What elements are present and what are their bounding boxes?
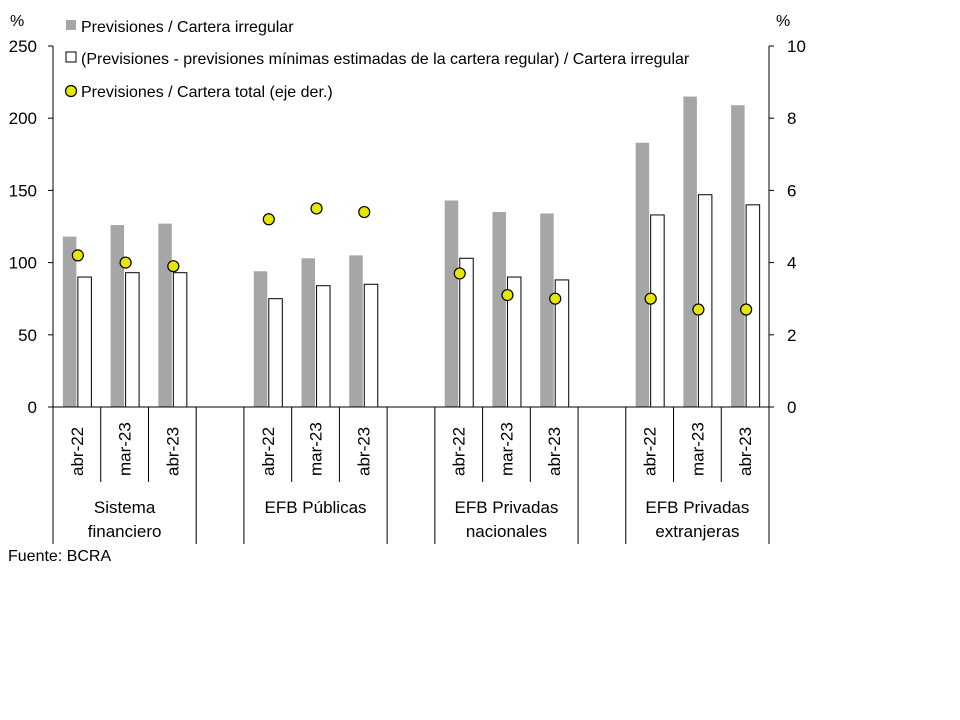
source-note: Fuente: BCRA [8,548,112,565]
left-axis-tick-label: 0 [28,398,37,417]
group-label: EFB Privadas nacionales [454,498,558,541]
dot-previsiones-cartera-total [453,267,466,280]
bar-previsiones-cartera-irregular [492,212,506,407]
bar-previsiones-netas-cartera-irregular [650,214,665,408]
dot-previsiones-cartera-total [644,292,657,305]
legend-marker-bar [65,51,77,63]
dot-previsiones-cartera-total [167,260,180,273]
right-axis-tick-label: 2 [787,326,796,345]
category-axis: abr-22 mar-23 abr-23 abr-22 mar-23 abr-23 abr-… [52,406,770,544]
period-label: mar-23 [307,422,326,476]
right-axis-tick-label: 0 [787,398,796,417]
period-label: abr-23 [545,427,564,476]
period-label: abr-22 [641,427,660,476]
period-label: abr-22 [68,427,87,476]
chart: Previsiones / Cartera irregular (Previsio… [9,13,806,544]
dot-previsiones-cartera-total [740,303,753,316]
bar-previsiones-cartera-irregular [444,200,459,407]
legend-label: (Previsiones - previsiones mínimas estim… [81,51,690,68]
period-label: mar-23 [116,422,135,476]
period-label: abr-23 [163,427,182,476]
left-axis-tick-label: 100 [9,254,37,273]
bar-previsiones-cartera-irregular [635,142,650,408]
dot-previsiones-cartera-total [358,205,371,219]
dot-previsiones-cartera-total [501,288,514,302]
period-label: mar-23 [688,422,707,476]
legend-label: Previsiones / Cartera irregular [81,19,294,36]
bar-previsiones-netas-cartera-irregular [77,276,92,408]
right-axis: 0 2 4 6 8 10% [768,13,806,417]
period-label: abr-22 [450,427,469,476]
dot-previsiones-cartera-total [262,213,275,226]
legend-marker-bar [66,20,76,30]
group-label: Sistema financiero [88,498,162,541]
bar-previsiones-cartera-irregular [158,223,172,407]
bar-previsiones-cartera-irregular [731,105,745,407]
left-axis-tick-label: 250 [9,37,37,56]
bar-previsiones-netas-cartera-irregular [268,298,283,408]
bar-previsiones-netas-cartera-irregular [125,272,140,408]
left-axis: 0 50 100 150 200 250% [9,13,54,417]
dot-previsiones-cartera-total [549,292,562,305]
plot-area [62,96,761,408]
left-axis-tick-label: 150 [9,181,37,200]
legend: Previsiones / Cartera irregular (Previsio… [64,19,690,101]
bar-previsiones-cartera-irregular [253,271,268,407]
bar-previsiones-netas-cartera-irregular [697,194,713,408]
legend-label: Previsiones / Cartera total (eje der.) [81,84,333,101]
dot-previsiones-cartera-total [71,249,84,262]
bar-previsiones-cartera-irregular [110,225,125,407]
right-axis-unit: % [776,13,790,30]
bar-previsiones-cartera-irregular [683,96,697,407]
dot-previsiones-cartera-total [119,256,132,269]
bar-previsiones-cartera-irregular [349,255,363,407]
right-axis-tick-label: 10 [787,37,806,56]
bar-previsiones-cartera-irregular [540,213,554,407]
right-axis-tick-label: 6 [787,181,796,200]
dot-previsiones-cartera-total [692,303,705,316]
bar-previsiones-cartera-irregular [301,258,316,407]
right-axis-tick-label: 4 [787,254,796,273]
bar-previsiones-cartera-irregular [62,236,77,407]
bar-previsiones-netas-cartera-irregular [363,283,379,408]
period-label: abr-23 [354,427,373,476]
bar-previsiones-netas-cartera-irregular [316,285,331,408]
dot-previsiones-cartera-total [310,202,323,215]
period-label: abr-23 [736,427,755,476]
group-label: EFB Públicas [265,498,367,517]
left-axis-tick-label: 50 [18,326,37,345]
group-label: EFB Privadas extranjeras [645,498,749,541]
bar-previsiones-netas-cartera-irregular [172,272,188,408]
left-axis-tick-label: 200 [9,109,37,128]
period-label: mar-23 [497,422,516,476]
legend-marker-dot [64,84,78,98]
bar-previsiones-netas-cartera-irregular [459,257,474,408]
right-axis-tick-label: 8 [787,109,796,128]
period-label: abr-22 [259,427,278,476]
left-axis-unit: % [10,13,24,30]
